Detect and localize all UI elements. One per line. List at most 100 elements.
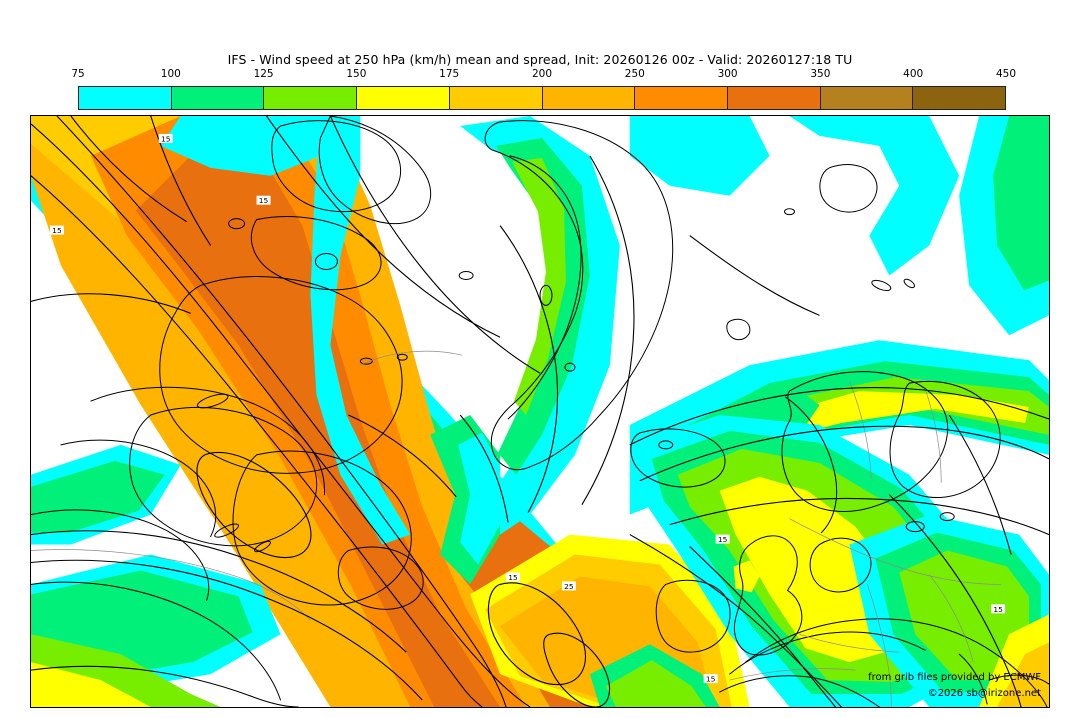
contour-mid-3 [689, 235, 820, 316]
contour-sw-1 [31, 530, 407, 653]
colorbar-swatch-4 [449, 87, 543, 109]
colorbar-tick-450: 450 [995, 68, 1017, 80]
band-green-greenland-w [496, 137, 590, 475]
svg-text:15: 15 [259, 196, 269, 205]
coast-norway-coast [785, 396, 838, 534]
band-gyellow-ceurope [899, 550, 1030, 681]
border-europe-5 [729, 668, 856, 681]
colorbar-swatch-2 [264, 87, 358, 109]
contour-sw-3 [31, 665, 299, 707]
border-finland [924, 388, 942, 483]
colorbar-tick-150: 150 [346, 68, 367, 80]
map-svg: 15 15 15 25 15 15 15 15 [31, 116, 1049, 707]
spread-contour-layer [31, 116, 1049, 707]
coast-usa-east [31, 581, 282, 701]
border-europe-1 [789, 518, 1002, 585]
contour-jet-c [56, 116, 507, 707]
colorbar-tick-75: 75 [71, 68, 85, 80]
colorbar-swatch-0 [79, 87, 172, 109]
band-cyan-labrador [458, 432, 501, 565]
contour-arctic-1 [266, 116, 501, 338]
band-deeporange-core [135, 145, 501, 707]
svg-text:15: 15 [718, 535, 728, 544]
colorbar-swatch-5 [542, 87, 636, 109]
coast-iberia [719, 675, 880, 707]
contour-label: 15 [506, 572, 521, 582]
colorbar-swatch-3 [357, 87, 450, 109]
border-scandi [849, 380, 872, 479]
coast-iceland [630, 428, 726, 488]
contour-label: 15 [256, 195, 271, 205]
svg-text:25: 25 [564, 582, 574, 591]
contour-greenland-1 [499, 225, 559, 513]
page-title: IFS - Wind speed at 250 hPa (km/h) mean … [227, 52, 853, 67]
contour-label: 15 [703, 674, 718, 684]
contour-nw-2 [70, 116, 187, 223]
band-cyan-baffin [310, 116, 411, 545]
band-gyellow-cbottom [605, 660, 706, 707]
coastline-layer [31, 116, 1049, 707]
contour-label: 15 [49, 225, 64, 235]
contour-oval-1 [196, 451, 312, 559]
svg-text:15: 15 [993, 605, 1003, 614]
coast-finland [889, 380, 1001, 498]
contour-greenland-2 [581, 155, 635, 505]
border-greenland-grid [360, 350, 463, 366]
contour-label: 15 [991, 604, 1006, 614]
border-europe-2 [867, 584, 892, 707]
colorbar-swatch-1 [171, 87, 265, 109]
coast-newfoundland [337, 546, 424, 610]
coast-greenland-inner [507, 155, 582, 420]
colorbar-swatch-6 [635, 87, 728, 109]
band-cyan-arctic-top [160, 116, 331, 176]
band-cyan-arctic-top2 [629, 116, 770, 196]
contour-oval-3 [543, 632, 610, 707]
colorbar-tick-300: 300 [717, 68, 738, 80]
colorbar: 75 100 125 150 175 200 250 300 350 400 450 [71, 68, 1016, 110]
contour-arctic-2 [329, 116, 541, 374]
coast-britain [733, 535, 803, 656]
colorbar-tick-350: 350 [810, 68, 831, 80]
coast-canada-east [90, 386, 325, 496]
contour-mid-1 [348, 414, 457, 498]
coast-baffin-big [159, 276, 403, 474]
border-layer [31, 350, 1002, 707]
colorbar-swatch-7 [727, 87, 821, 109]
map-canvas[interactable]: 15 15 15 25 15 15 15 15 from grib files … [30, 115, 1050, 708]
copyright-credit: ©2026 sb@irizone.net [927, 688, 1041, 699]
colorbar-swatch-9 [913, 87, 1006, 109]
coast-biscay [729, 631, 926, 675]
coast-janmayen [726, 318, 751, 341]
coast-ellesmere [318, 116, 432, 225]
band-gyellow-greenland-w [512, 157, 566, 415]
contour-label: 15 [158, 133, 173, 143]
svg-text:15: 15 [161, 134, 171, 143]
coast-greenland [484, 120, 674, 471]
contour-nw-3 [150, 116, 212, 246]
svg-text:15: 15 [52, 226, 62, 235]
coast-small-islands [196, 208, 955, 553]
colorbar-tick-175: 175 [439, 68, 460, 80]
svg-text:15: 15 [508, 573, 518, 582]
contour-ne-1 [629, 387, 1049, 446]
border-europe-3 [928, 574, 974, 663]
colorbar-swatch-8 [820, 87, 914, 109]
contour-jet-b [31, 175, 483, 707]
coast-gulf-slaw [31, 509, 210, 601]
coast-scandinavia [781, 371, 949, 513]
contour-sw-2 [31, 559, 423, 701]
source-credit: from grib files provided by ECMWF [868, 672, 1041, 683]
contour-label: 25 [561, 581, 576, 591]
coast-denmark [809, 537, 872, 593]
border-canada-usa [31, 549, 311, 621]
coast-baffin [271, 120, 401, 213]
coast-italy [958, 653, 988, 705]
svg-text:15: 15 [706, 675, 716, 684]
coast-med [988, 674, 1049, 685]
contour-oval-2 [487, 582, 586, 686]
speed-shading-layer [31, 116, 1049, 707]
contour-jet-a [31, 123, 531, 707]
contour-mid-2 [459, 414, 509, 523]
colorbar-tick-250: 250 [624, 68, 645, 80]
